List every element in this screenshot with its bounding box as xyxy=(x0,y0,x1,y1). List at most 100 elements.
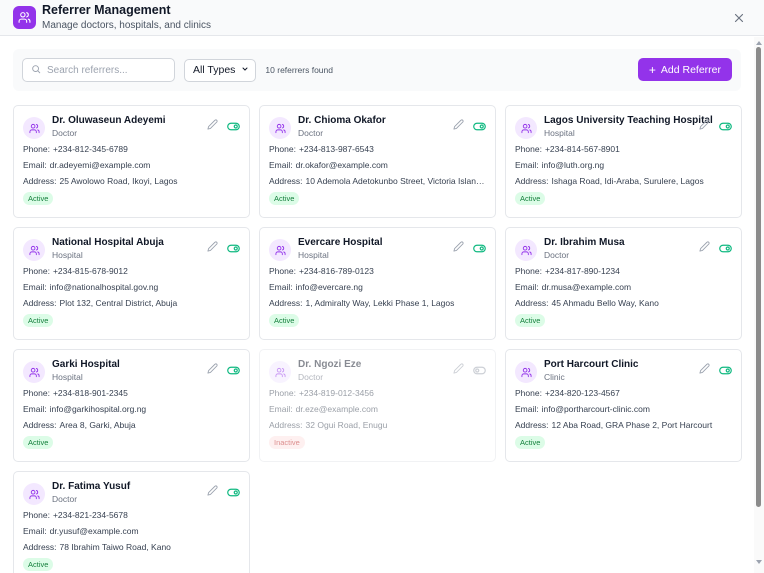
edit-pencil-icon[interactable] xyxy=(699,239,710,252)
edit-pencil-icon[interactable] xyxy=(453,117,464,130)
status-toggle-icon[interactable] xyxy=(473,240,486,253)
phone-value: +234-816-789-0123 xyxy=(298,266,374,276)
type-filter-value: All Types xyxy=(193,64,236,76)
email-value: info@garkihospital.org.ng xyxy=(49,404,147,414)
search-box[interactable] xyxy=(22,58,175,82)
referrer-name: Dr. Ibrahim Musa xyxy=(544,237,625,248)
status-badge: Active xyxy=(23,314,54,327)
phone-row: Phone: +234-815-678-9012 xyxy=(23,265,240,277)
referrer-card: National Hospital Abuja Hospital Phone: +… xyxy=(13,227,250,340)
referrer-type: Clinic xyxy=(544,372,565,382)
edit-pencil-icon[interactable] xyxy=(207,483,218,496)
status-badge: Active xyxy=(515,314,546,327)
status-toggle-icon[interactable] xyxy=(227,362,240,375)
add-referrer-button[interactable]: + Add Referrer xyxy=(637,58,732,81)
phone-label: Phone: xyxy=(269,266,296,276)
email-value: dr.eze@example.com xyxy=(295,404,378,414)
phone-row: Phone: +234-814-567-8901 xyxy=(515,143,732,155)
close-icon[interactable] xyxy=(732,11,746,25)
email-label: Email: xyxy=(23,404,47,414)
phone-value: +234-812-345-6789 xyxy=(52,144,128,154)
status-toggle-icon[interactable] xyxy=(227,484,240,497)
plus-icon: + xyxy=(648,62,656,77)
referrer-avatar-users-icon xyxy=(269,239,291,261)
email-label: Email: xyxy=(515,404,539,414)
address-label: Address: xyxy=(515,176,549,186)
chevron-down-icon xyxy=(241,65,249,75)
status-badge: Active xyxy=(23,436,54,449)
phone-label: Phone: xyxy=(23,388,50,398)
address-value: Plot 132, Central District, Abuja xyxy=(59,298,178,308)
address-label: Address: xyxy=(269,420,303,430)
status-toggle-icon[interactable] xyxy=(473,118,486,131)
referrer-card: Garki Hospital Hospital Phone: +234-818-9… xyxy=(13,349,250,462)
status-badge: Active xyxy=(23,558,54,571)
address-value: 78 Ibrahim Taiwo Road, Kano xyxy=(59,542,171,552)
edit-pencil-icon[interactable] xyxy=(699,117,710,130)
referrer-card: Dr. Fatima Yusuf Doctor Phone: +234-821-2… xyxy=(13,471,250,573)
email-label: Email: xyxy=(269,160,293,170)
referrer-avatar-users-icon xyxy=(515,361,537,383)
email-label: Email: xyxy=(23,160,47,170)
email-label: Email: xyxy=(23,526,47,536)
page-subtitle: Manage doctors, hospitals, and clinics xyxy=(42,20,211,31)
phone-row: Phone: +234-820-123-4567 xyxy=(515,387,732,399)
edit-pencil-icon[interactable] xyxy=(453,361,464,374)
scroll-down-arrow[interactable] xyxy=(756,560,762,564)
status-toggle-icon[interactable] xyxy=(227,240,240,253)
phone-value: +234-818-901-2345 xyxy=(52,388,128,398)
scrollbar[interactable] xyxy=(754,37,764,573)
edit-pencil-icon[interactable] xyxy=(207,239,218,252)
phone-value: +234-820-123-4567 xyxy=(544,388,620,398)
referrer-name: Garki Hospital xyxy=(52,359,120,370)
phone-row: Phone: +234-812-345-6789 xyxy=(23,143,240,155)
status-toggle-icon[interactable] xyxy=(719,240,732,253)
search-input[interactable] xyxy=(47,64,167,76)
phone-label: Phone: xyxy=(23,510,50,520)
edit-pencil-icon[interactable] xyxy=(207,361,218,374)
address-label: Address: xyxy=(515,420,549,430)
status-toggle-icon[interactable] xyxy=(473,362,486,375)
edit-pencil-icon[interactable] xyxy=(453,239,464,252)
address-label: Address: xyxy=(269,298,303,308)
phone-label: Phone: xyxy=(23,144,50,154)
type-filter-select[interactable]: All Types xyxy=(184,58,257,82)
scroll-up-arrow[interactable] xyxy=(756,41,762,45)
referrer-type: Hospital xyxy=(52,372,83,382)
email-row: Email: info@nationalhospital.gov.ng xyxy=(23,281,240,293)
address-row: Address: Plot 132, Central District, Abuj… xyxy=(23,297,240,309)
referrer-name: Lagos University Teaching Hospital xyxy=(544,115,713,126)
email-label: Email: xyxy=(23,282,47,292)
phone-row: Phone: +234-817-890-1234 xyxy=(515,265,732,277)
referrer-avatar-users-icon xyxy=(515,239,537,261)
referrer-card: Dr. Ibrahim Musa Doctor Phone: +234-817-8… xyxy=(505,227,742,340)
phone-row: Phone: +234-821-234-5678 xyxy=(23,509,240,521)
edit-pencil-icon[interactable] xyxy=(699,361,710,374)
status-toggle-icon[interactable] xyxy=(227,118,240,131)
phone-value: +234-817-890-1234 xyxy=(544,266,620,276)
referrer-card: Lagos University Teaching Hospital Hospi… xyxy=(505,105,742,218)
address-label: Address: xyxy=(23,420,57,430)
status-badge: Inactive xyxy=(269,436,305,449)
address-row: Address: Ishaga Road, Idi-Araba, Surulere… xyxy=(515,175,732,187)
referrer-name: Dr. Ngozi Eze xyxy=(298,359,362,370)
referrer-type: Doctor xyxy=(544,250,570,260)
referrer-type: Doctor xyxy=(52,494,78,504)
email-row: Email: dr.eze@example.com xyxy=(269,403,486,415)
email-label: Email: xyxy=(515,160,539,170)
referrer-type: Hospital xyxy=(298,250,329,260)
address-row: Address: 1, Admiralty Way, Lekki Phase 1,… xyxy=(269,297,486,309)
email-row: Email: info@portharcourt-clinic.com xyxy=(515,403,732,415)
address-label: Address: xyxy=(23,176,57,186)
referrer-name: Dr. Chioma Okafor xyxy=(298,115,386,126)
scroll-thumb[interactable] xyxy=(756,47,761,507)
email-value: info@luth.org.ng xyxy=(541,160,605,170)
status-toggle-icon[interactable] xyxy=(719,362,732,375)
status-toggle-icon[interactable] xyxy=(719,118,732,131)
referrer-card: Dr. Oluwaseun Adeyemi Doctor Phone: +234-… xyxy=(13,105,250,218)
email-row: Email: dr.adeyemi@example.com xyxy=(23,159,240,171)
edit-pencil-icon[interactable] xyxy=(207,117,218,130)
status-badge: Active xyxy=(515,436,546,449)
email-label: Email: xyxy=(269,404,293,414)
